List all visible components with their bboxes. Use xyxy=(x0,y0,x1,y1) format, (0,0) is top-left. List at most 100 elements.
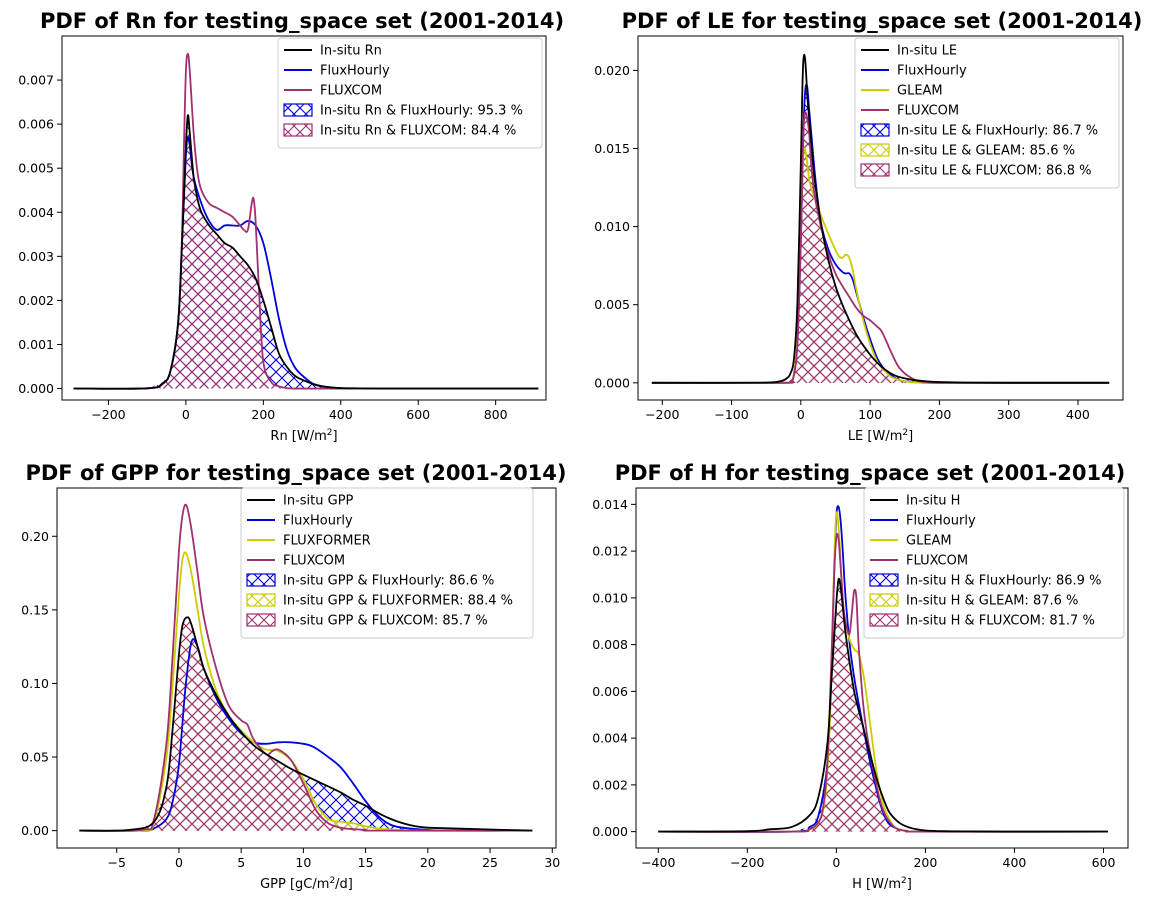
x-tick-label: 5 xyxy=(237,855,245,870)
x-tick-label: −400 xyxy=(641,855,675,870)
legend-label: In-situ GPP & FLUXCOM: 85.7 % xyxy=(283,614,488,629)
legend-label: In-situ GPP & FLUXFORMER: 88.4 % xyxy=(283,594,513,609)
legend-label: In-situ Rn & FLUXCOM: 84.4 % xyxy=(320,124,516,139)
y-tick-label: 0.10 xyxy=(21,676,49,691)
legend-label: FLUXCOM xyxy=(283,554,345,569)
overlap-area-in-situ-rn-fluxcom xyxy=(73,121,539,389)
chart-title: PDF of LE for testing_space set (2001-20… xyxy=(622,9,1143,33)
chart-svg: PDF of LE for testing_space set (2001-20… xyxy=(594,9,1143,444)
chart-panel-rn: PDF of Rn for testing_space set (2001-20… xyxy=(0,0,580,452)
series-line-in-situ-rn xyxy=(73,114,539,390)
chart-panel-gpp: PDF of GPP for testing_space set (2001-2… xyxy=(0,452,580,904)
plot-area xyxy=(73,52,539,390)
x-axis-label: H [W/m2] xyxy=(852,876,912,892)
legend-item-fluxcom: FLUXCOM xyxy=(861,104,959,119)
legend-item-in-situ-le: In-situ LE xyxy=(861,44,957,59)
y-tick-label: 0.15 xyxy=(21,602,49,617)
chart-svg: PDF of GPP for testing_space set (2001-2… xyxy=(21,461,566,892)
series-line-fluxcom xyxy=(73,52,539,390)
legend-item-in-situ-rn: In-situ Rn xyxy=(284,44,382,59)
legend-item-fluxcom: FLUXCOM xyxy=(870,554,968,569)
y-tick-label: 0.010 xyxy=(592,590,628,605)
plot-area xyxy=(651,53,1110,384)
chart-title: PDF of GPP for testing_space set (2001-2… xyxy=(25,461,566,485)
x-tick-label: 600 xyxy=(406,407,430,422)
series-line-fluxcom xyxy=(651,111,1110,384)
legend-label: In-situ H & FluxHourly: 86.9 % xyxy=(906,574,1101,589)
legend-label: FLUXCOM xyxy=(906,554,968,569)
x-tick-label: 400 xyxy=(329,407,353,422)
chart-panel-le: PDF of LE for testing_space set (2001-20… xyxy=(580,0,1161,452)
legend-label: FluxHourly xyxy=(320,64,390,79)
y-tick-label: 0.014 xyxy=(592,497,628,512)
x-tick-label: 0 xyxy=(797,407,805,422)
y-tick-label: 0.000 xyxy=(18,381,54,396)
x-tick-label: −200 xyxy=(91,407,125,422)
legend-label: GLEAM xyxy=(897,84,943,99)
y-tick-label: 0.006 xyxy=(18,117,54,132)
legend-label: FluxHourly xyxy=(897,64,967,79)
legend-label: FLUXCOM xyxy=(320,84,382,99)
y-tick-label: 0.005 xyxy=(594,297,630,312)
axes-frame xyxy=(61,35,547,401)
legend-item-in-situ-gpp-fluxformer: In-situ GPP & FLUXFORMER: 88.4 % xyxy=(246,593,513,609)
series-line-fluxcom xyxy=(79,503,533,832)
x-tick-label: 0 xyxy=(832,855,840,870)
legend-item-fluxcom: FLUXCOM xyxy=(247,554,345,569)
series-line-fluxcom xyxy=(658,532,1108,833)
overlap-area-in-situ-gpp-fluxcom xyxy=(79,618,533,831)
legend-item-in-situ-h-gleam: In-situ H & GLEAM: 87.6 % xyxy=(869,593,1078,609)
legend-item-in-situ-le-gleam: In-situ LE & GLEAM: 85.6 % xyxy=(860,143,1075,159)
legend-item-fluxcom: FLUXCOM xyxy=(284,84,382,99)
y-tick-label: 0.015 xyxy=(594,141,630,156)
x-tick-label: −200 xyxy=(730,855,764,870)
x-axis-label: Rn [W/m2] xyxy=(270,428,337,444)
y-tick-label: 0.005 xyxy=(18,161,54,176)
legend-label: In-situ Rn xyxy=(320,44,382,59)
legend: In-situ LE FluxHourly GLEAM FLUXCOM In-situ … xyxy=(854,37,1120,189)
legend-label: In-situ LE & FluxHourly: 86.7 % xyxy=(897,124,1098,139)
legend-item-in-situ-h: In-situ H xyxy=(870,494,960,509)
x-tick-label: −5 xyxy=(108,855,126,870)
overlap-area-in-situ-rn-fluxhourly xyxy=(73,140,539,389)
legend-item-in-situ-gpp: In-situ GPP xyxy=(247,494,354,509)
legend-item-fluxhourly: FluxHourly xyxy=(247,514,353,529)
y-tick-label: 0.006 xyxy=(592,684,628,699)
x-tick-label: −200 xyxy=(645,407,679,422)
y-tick-label: 0.003 xyxy=(18,249,54,264)
legend-item-in-situ-h-fluxcom: In-situ H & FLUXCOM: 81.7 % xyxy=(869,613,1095,629)
legend-label: In-situ H & FLUXCOM: 81.7 % xyxy=(906,614,1095,629)
x-tick-label: 600 xyxy=(1092,855,1116,870)
y-tick-label: 0.002 xyxy=(18,293,54,308)
series-line-fluxhourly xyxy=(73,136,539,390)
legend-label: In-situ LE & GLEAM: 85.6 % xyxy=(897,144,1075,159)
series-line-in-situ-gpp xyxy=(79,616,533,832)
x-tick-label: 0 xyxy=(175,855,183,870)
legend-item-in-situ-rn-fluxhourly: In-situ Rn & FluxHourly: 95.3 % xyxy=(283,103,523,119)
legend-label: In-situ LE & FLUXCOM: 86.8 % xyxy=(897,164,1092,179)
series-line-in-situ-h xyxy=(658,577,1108,833)
legend-label: In-situ H & GLEAM: 87.6 % xyxy=(906,594,1078,609)
x-tick-label: 10 xyxy=(295,855,311,870)
legend-label: FLUXCOM xyxy=(897,104,959,119)
x-tick-label: 100 xyxy=(858,407,882,422)
legend-item-in-situ-le-fluxcom: In-situ LE & FLUXCOM: 86.8 % xyxy=(860,163,1092,179)
chart-title: PDF of Rn for testing_space set (2001-20… xyxy=(40,9,564,33)
legend-label: FluxHourly xyxy=(283,514,353,529)
x-tick-label: 200 xyxy=(927,407,951,422)
chart-title: PDF of H for testing_space set (2001-201… xyxy=(615,461,1126,485)
x-tick-label: 25 xyxy=(482,855,498,870)
y-tick-label: 0.004 xyxy=(592,731,628,746)
x-tick-label: 800 xyxy=(484,407,508,422)
x-tick-label: 300 xyxy=(997,407,1021,422)
y-tick-label: 0.010 xyxy=(594,219,630,234)
y-tick-label: 0.000 xyxy=(594,375,630,390)
legend-item-gleam: GLEAM xyxy=(870,534,952,549)
y-tick-label: 0.012 xyxy=(592,544,628,559)
x-tick-label: 20 xyxy=(420,855,436,870)
series-line-fluxhourly xyxy=(79,638,533,832)
legend: In-situ GPP FluxHourly FLUXFORMER FLUXCOM In… xyxy=(240,487,534,639)
y-tick-label: 0.002 xyxy=(592,777,628,792)
x-tick-label: −100 xyxy=(714,407,748,422)
legend-item-fluxhourly: FluxHourly xyxy=(284,64,390,79)
